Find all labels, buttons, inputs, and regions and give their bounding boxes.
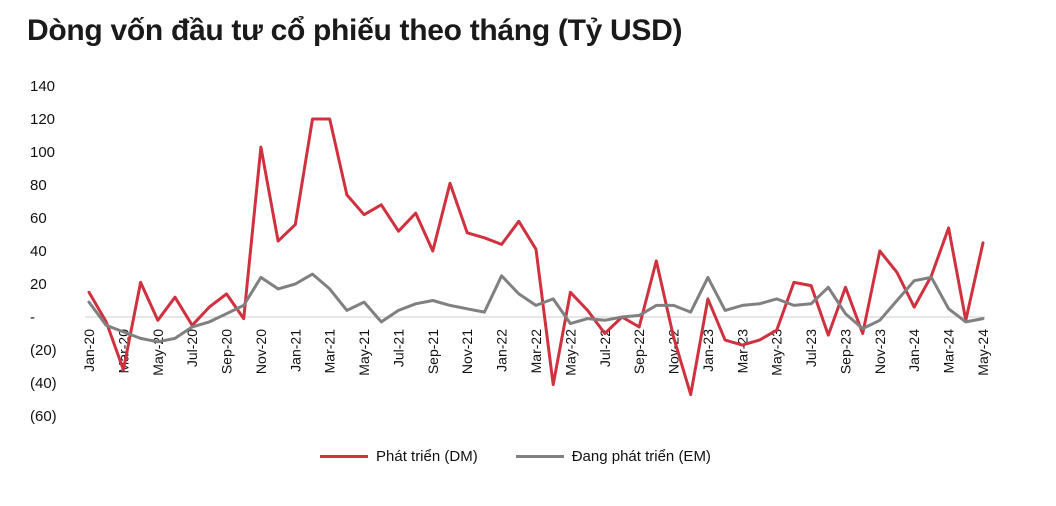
y-tick-label: 100 [30, 144, 55, 161]
x-tick-label: Jul-22 [597, 329, 613, 367]
x-tick-label: Jan-23 [700, 329, 716, 372]
x-tick-label: May-23 [769, 329, 785, 376]
y-tick-label: 40 [30, 243, 47, 260]
x-tick-label: May-21 [356, 329, 372, 376]
x-tick-label: May-22 [562, 329, 578, 376]
x-tick-label: Jul-20 [184, 329, 200, 367]
x-tick-label: Nov-20 [253, 329, 269, 374]
x-tick-label: Mar-24 [941, 329, 957, 374]
y-tick-label: 20 [30, 276, 47, 293]
x-tick-label: Nov-22 [666, 329, 682, 374]
legend-item-em: Đang phát triển (EM) [515, 448, 711, 465]
y-tick-label: - [30, 309, 35, 326]
series-layer [87, 117, 985, 397]
legend-label-dm: Phát triển (DM) [376, 448, 478, 465]
x-tick-label: Jan-20 [81, 329, 97, 372]
x-tick-label: Mar-23 [734, 329, 750, 374]
x-tick-label: Jul-23 [803, 329, 819, 367]
x-tick-label: Mar-21 [322, 329, 338, 374]
x-tick-label: Jan-22 [494, 329, 510, 372]
x-tick-label: Jan-21 [287, 329, 303, 372]
y-tick-label: (20) [30, 342, 57, 359]
y-tick-label: 120 [30, 111, 55, 128]
legend-swatch-em [515, 455, 564, 458]
x-tick-label: Sep-21 [425, 329, 441, 374]
x-tick-label: Sep-23 [837, 329, 853, 374]
x-tick-label: Sep-20 [219, 329, 235, 374]
x-tick-label: Mar-22 [528, 329, 544, 374]
x-tick-label: Jan-24 [906, 329, 922, 372]
legend-swatch-dm [320, 455, 368, 458]
series-line-em [87, 272, 985, 344]
y-tick-label: (40) [30, 375, 57, 392]
x-tick-label: May-24 [975, 329, 991, 376]
x-tick-label: Nov-21 [459, 329, 475, 374]
legend: Phát triển (DM) Đang phát triển (EM) [320, 448, 749, 465]
y-tick-label: (60) [30, 408, 57, 425]
x-tick-label: May-20 [150, 329, 166, 376]
x-axis: Jan-20 Mar-20 May-20 Jul-20 Sep-20 Nov-20 Jan-… [81, 329, 991, 376]
y-tick-label: 140 [30, 78, 55, 95]
series-line-dm [87, 117, 985, 397]
legend-item-dm: Phát triển (DM) [320, 448, 478, 465]
y-tick-label: 60 [30, 210, 47, 227]
x-tick-label: Sep-22 [631, 329, 647, 374]
x-tick-label: Jul-21 [390, 329, 406, 367]
y-axis: 140 120 100 80 60 40 20 - (20) (40) (60) [30, 78, 57, 425]
chart-title: Dòng vốn đầu tư cổ phiếu theo tháng (Tỷ … [27, 14, 683, 47]
x-tick-label: Nov-23 [872, 329, 888, 374]
legend-label-em: Đang phát triển (EM) [571, 448, 711, 465]
y-tick-label: 80 [30, 177, 47, 194]
